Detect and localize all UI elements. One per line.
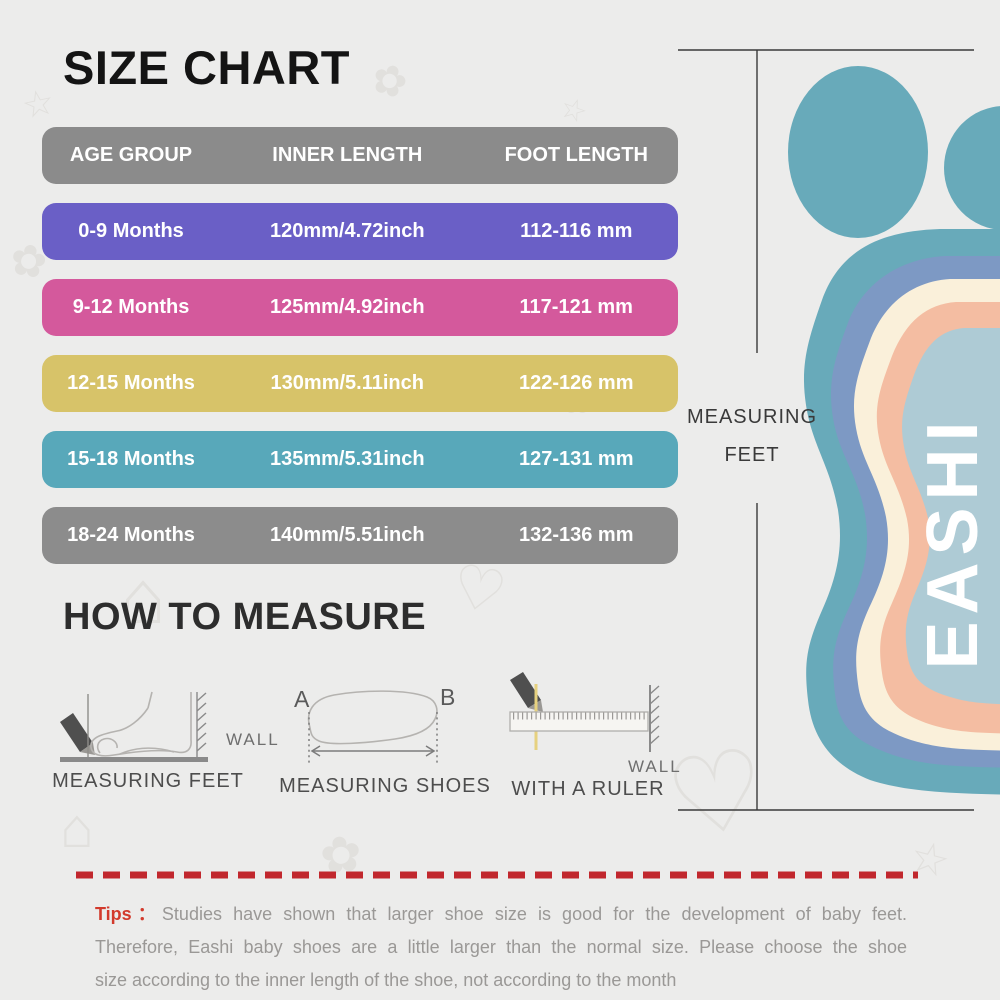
tips-text-1: Studies have shown that larger shoe size… xyxy=(161,904,907,924)
table-row: 15-18 Months 135mm/5.31inch 127-131 mm xyxy=(42,431,678,488)
table-row: 0-9 Months 120mm/4.72inch 112-116 mm xyxy=(42,203,678,260)
measuring-feet-label: MEASURING FEET xyxy=(52,770,244,792)
tips-line-2: Therefore, Eashi baby shoes are a little… xyxy=(95,937,907,957)
baby-foot-icon xyxy=(788,66,1000,795)
wall-hatch-icon xyxy=(196,692,207,758)
with-a-ruler-label: WITH A RULER xyxy=(511,778,665,800)
measure-guides-icon xyxy=(308,712,438,765)
table-header-row: AGE GROUP INNER LENGTH FOOT LENGTH xyxy=(42,127,678,184)
cell-inner: 120mm/4.72inch xyxy=(270,220,425,242)
pencil-icon xyxy=(60,713,95,755)
shoe-sole-outline-icon xyxy=(307,690,438,745)
dimension-lines-icon xyxy=(678,49,974,811)
table-row: 18-24 Months 140mm/5.51inch 132-136 mm xyxy=(42,507,678,564)
side-measuring-feet-label: MEASURING FEET xyxy=(677,398,827,474)
measuring-shoes-label: MEASURING SHOES xyxy=(279,775,491,797)
foot-outline-icon xyxy=(90,691,192,757)
tips-line-3: size according to the inner length of th… xyxy=(95,970,677,990)
size-table: AGE GROUP INNER LENGTH FOOT LENGTH 0-9 M… xyxy=(42,127,678,583)
cell-age: 15-18 Months xyxy=(67,448,195,470)
cell-age: 9-12 Months xyxy=(72,296,190,318)
cell-foot: 132-136 mm xyxy=(518,524,634,546)
floor-bar-icon xyxy=(60,757,208,762)
page-title: SIZE CHART xyxy=(63,41,350,94)
side-label-line2: FEET xyxy=(724,444,780,466)
table-row: 12-15 Months 130mm/5.11inch 122-126 mm xyxy=(42,355,678,412)
point-a-label: A xyxy=(294,686,310,712)
cell-foot: 122-126 mm xyxy=(518,372,634,394)
wall-hatch-icon xyxy=(649,685,660,752)
tips-line-1: Tips：Studies have shown that larger shoe… xyxy=(95,898,907,931)
tips-label: Tips： xyxy=(95,904,162,924)
cell-foot: 112-116 mm xyxy=(520,220,633,242)
cell-foot: 127-131 mm xyxy=(518,448,634,470)
measuring-shoes-diagram xyxy=(307,690,438,765)
with-a-ruler-diagram xyxy=(509,672,660,752)
header-cell-age-group: AGE GROUP xyxy=(69,144,193,166)
ruler-icon xyxy=(509,711,649,732)
cell-inner: 130mm/5.11inch xyxy=(270,372,424,394)
cell-inner: 135mm/5.31inch xyxy=(270,448,425,470)
cell-age: 12-15 Months xyxy=(67,372,195,394)
cell-age: 18-24 Months xyxy=(67,524,195,546)
doodle-icon: ⌂ xyxy=(120,555,166,640)
cell-age: 0-9 Months xyxy=(78,220,184,242)
cell-foot: 117-121 mm xyxy=(519,296,633,318)
brand-logo-text: EASHI xyxy=(913,414,993,670)
table-row: 9-12 Months 125mm/4.92inch 117-121 mm xyxy=(42,279,678,336)
measuring-feet-diagram xyxy=(60,691,208,762)
tips-paragraph: Tips：Studies have shown that larger shoe… xyxy=(95,898,907,997)
cell-inner: 125mm/4.92inch xyxy=(270,296,425,318)
cell-inner: 140mm/5.51inch xyxy=(270,524,425,546)
how-to-measure-title: HOW TO MEASURE xyxy=(63,596,427,638)
wall-label: WALL xyxy=(226,730,280,749)
doodle-icon: ⌂ xyxy=(60,796,94,859)
header-cell-foot-length: FOOT LENGTH xyxy=(504,144,648,166)
point-b-label: B xyxy=(440,684,456,710)
wall-label: WALL xyxy=(628,757,682,776)
side-label-line1: MEASURING xyxy=(686,406,818,428)
pencil-icon xyxy=(510,672,543,712)
header-cell-inner-length: INNER LENGTH xyxy=(272,144,423,166)
